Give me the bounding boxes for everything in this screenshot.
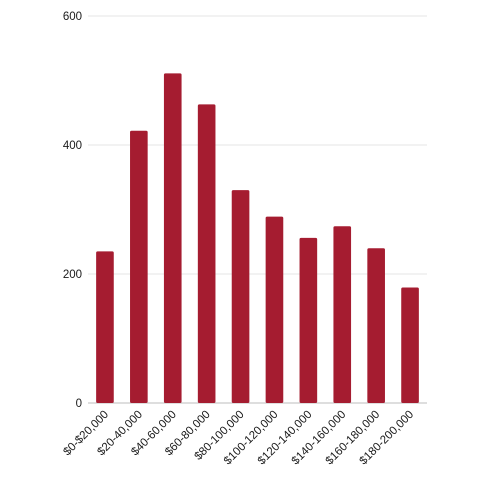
bar-9: [401, 287, 419, 403]
bar-7: [333, 226, 352, 403]
bar-1: [130, 130, 148, 403]
bar-8: [367, 248, 385, 403]
y-tick-label: 600: [63, 11, 82, 23]
bar-3: [197, 104, 216, 404]
y-tick-label: 200: [63, 269, 82, 281]
bar-6: [299, 237, 318, 403]
y-tick-label: 0: [76, 398, 82, 410]
bars: [96, 73, 419, 404]
bar-4: [231, 190, 250, 403]
y-tick-label: 400: [63, 140, 82, 152]
x-axis: $0-$20,000$20-40,000$40-60,000$60-80,000…: [61, 409, 416, 468]
bar-2: [163, 73, 182, 403]
y-axis: 0 200 400 600: [63, 11, 82, 410]
bar-5: [265, 216, 284, 403]
bar-0: [96, 251, 114, 403]
